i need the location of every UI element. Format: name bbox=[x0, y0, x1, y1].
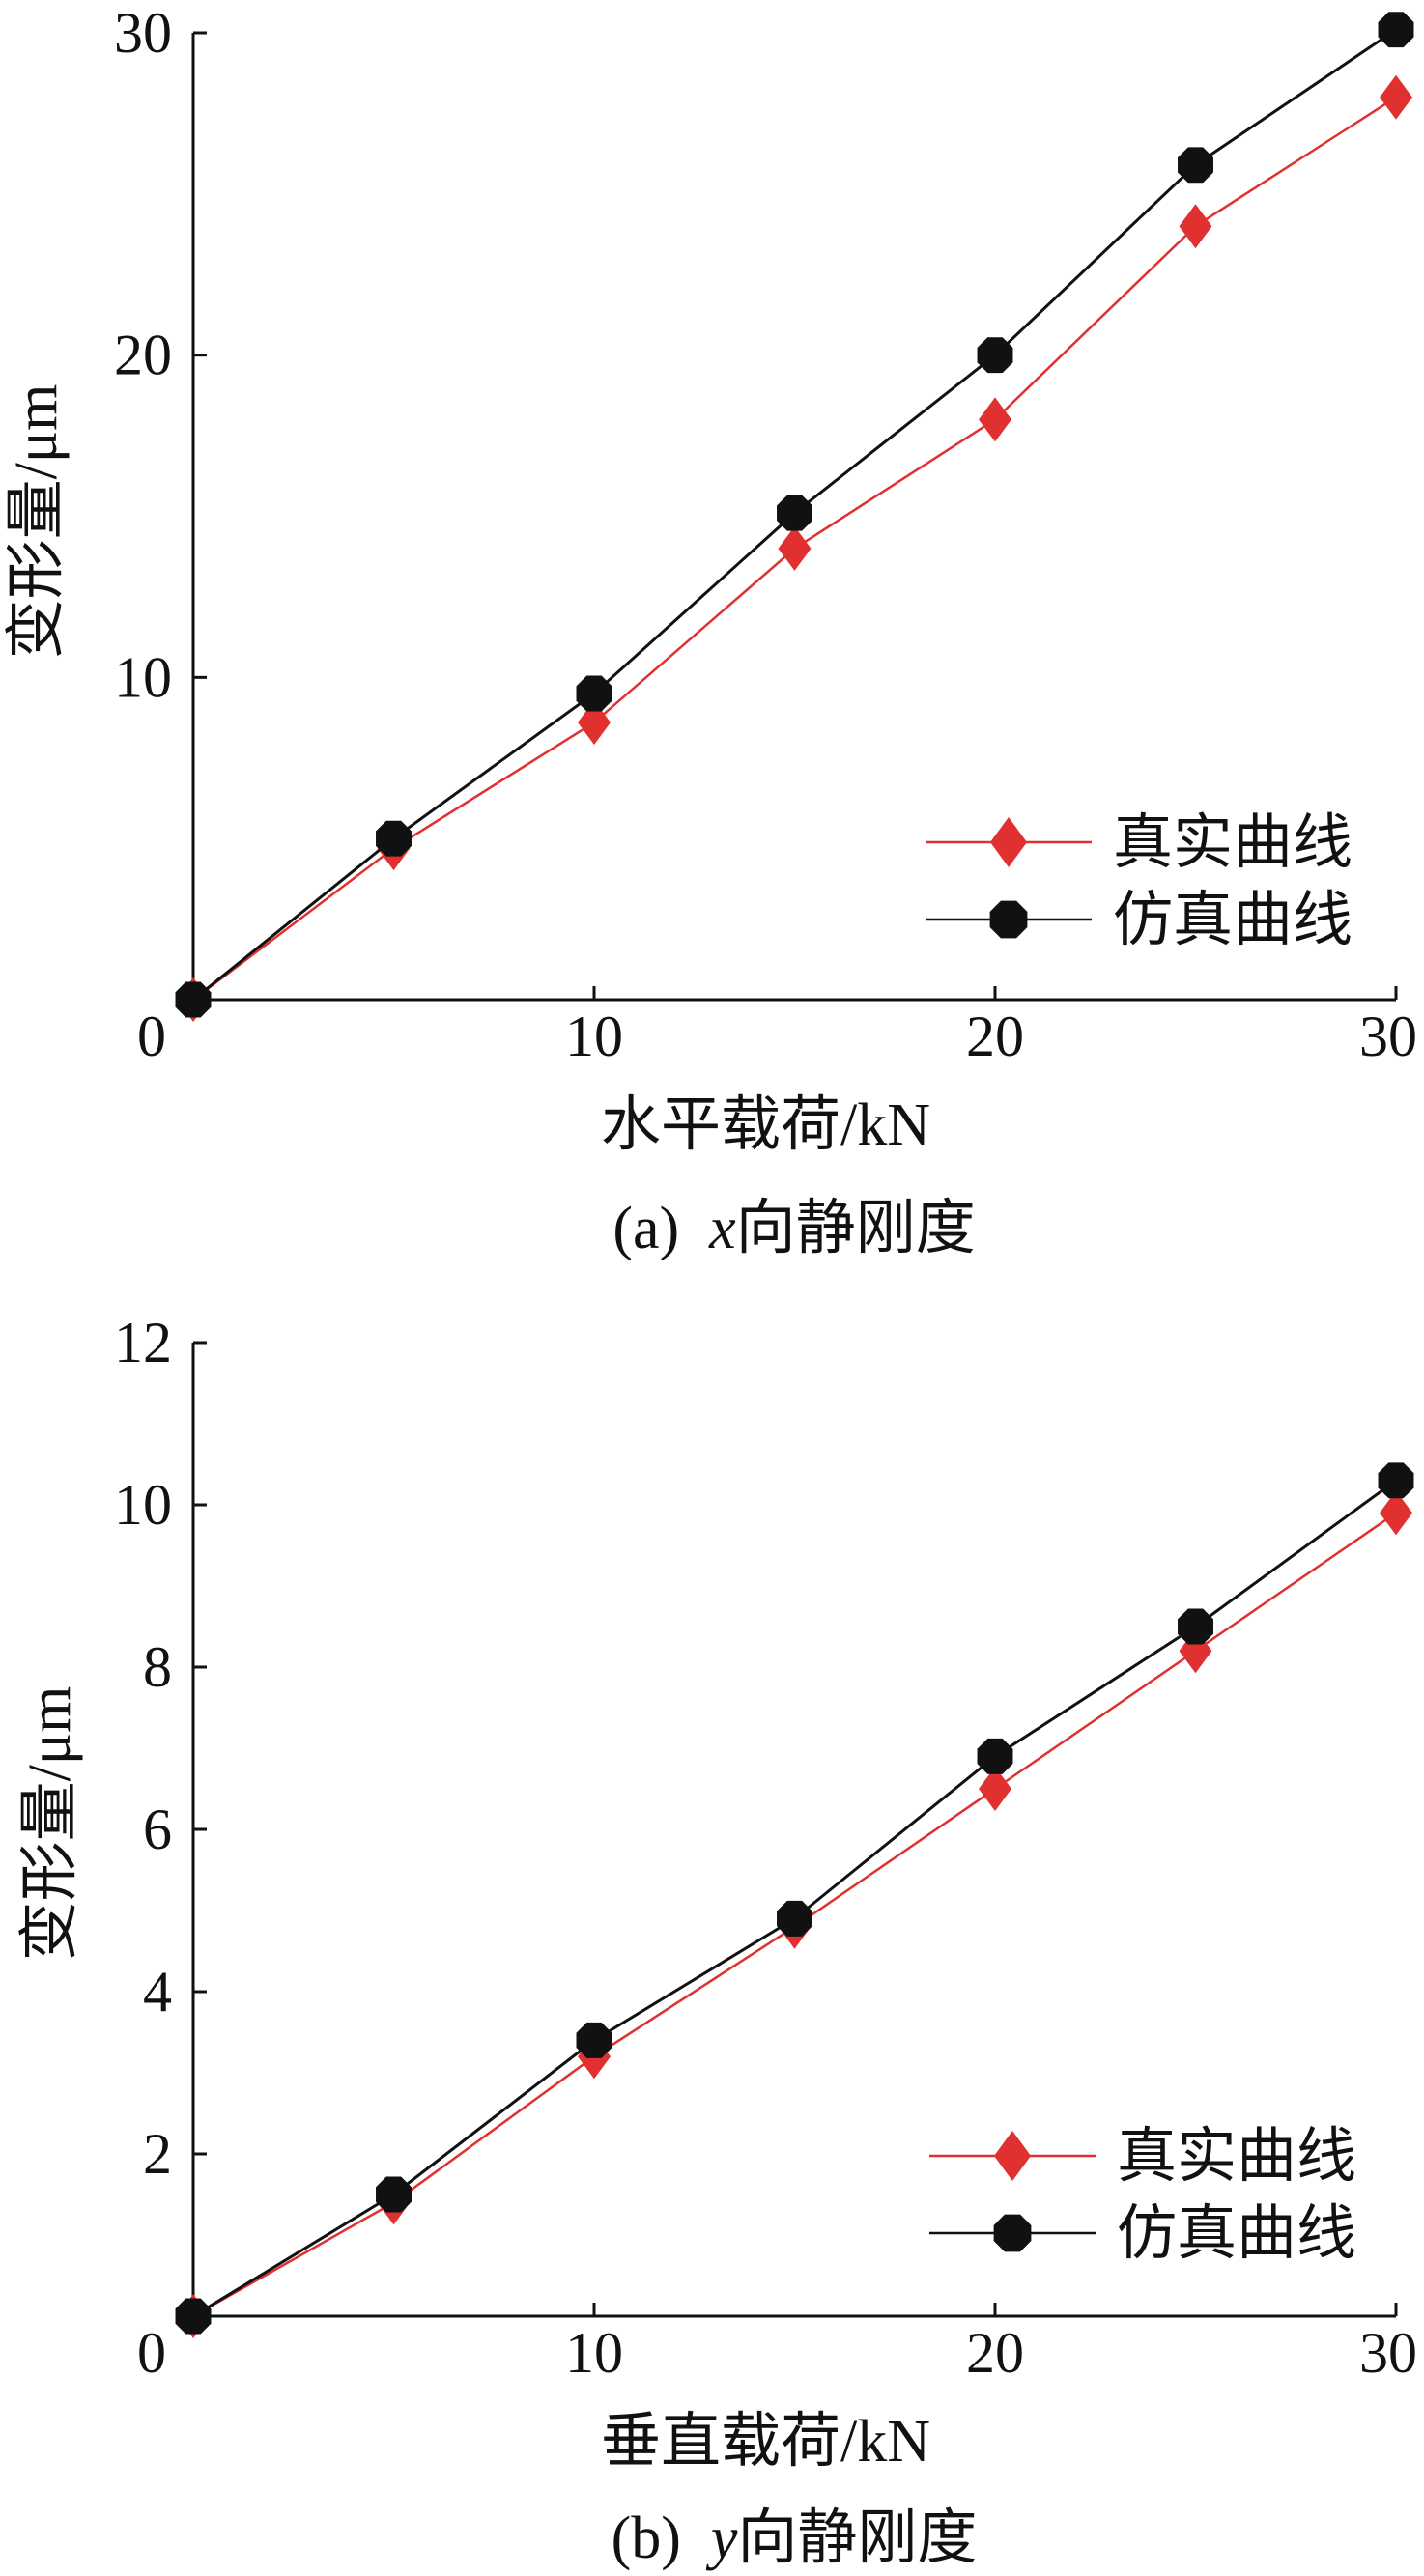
caption-space bbox=[681, 2505, 711, 2571]
caption-text: 向静刚度 bbox=[737, 2505, 977, 2571]
x-tick-label: 10 bbox=[565, 1005, 623, 1068]
y-tick-label: 10 bbox=[114, 1473, 172, 1537]
legend-label-sim: 仿真曲线 bbox=[1113, 888, 1353, 953]
legend-marker-sim bbox=[989, 900, 1028, 939]
x-tick-label: 20 bbox=[966, 2321, 1024, 2385]
y-tick-label: 2 bbox=[143, 2122, 172, 2186]
point-sim bbox=[777, 495, 812, 531]
y-tick-label: 20 bbox=[114, 324, 172, 387]
x-axis-label: 水平载荷/kN bbox=[601, 1092, 930, 1158]
point-sim bbox=[977, 1738, 1013, 1774]
caption-space bbox=[679, 1196, 709, 1261]
legend-label-real: 真实曲线 bbox=[1113, 810, 1353, 876]
y-tick-label: 6 bbox=[143, 1798, 172, 1861]
point-real bbox=[1179, 204, 1212, 249]
caption-prefix: (b) bbox=[612, 2505, 681, 2571]
x-tick-label: 10 bbox=[565, 2321, 623, 2385]
point-real bbox=[1380, 74, 1412, 120]
point-real bbox=[578, 700, 611, 746]
y-tick-label: 10 bbox=[114, 645, 172, 709]
point-real bbox=[1380, 1490, 1412, 1536]
point-sim bbox=[376, 820, 412, 857]
point-sim bbox=[977, 337, 1013, 374]
caption-variable: y bbox=[705, 2505, 738, 2571]
x-tick-label: 30 bbox=[1359, 1005, 1417, 1068]
y-tick-label: 12 bbox=[114, 1311, 172, 1374]
point-sim bbox=[1378, 12, 1414, 48]
point-sim bbox=[1378, 1462, 1414, 1499]
point-sim bbox=[576, 675, 612, 712]
point-real bbox=[979, 1767, 1011, 1811]
x-tick-label: 0 bbox=[137, 1005, 166, 1068]
caption-variable: x bbox=[708, 1196, 736, 1261]
caption: (a) x向静刚度 bbox=[612, 1196, 975, 1261]
y-tick-label: 4 bbox=[143, 1960, 172, 2024]
point-sim bbox=[376, 2176, 412, 2213]
caption: (b) y向静刚度 bbox=[612, 2505, 978, 2571]
caption-prefix: (a) bbox=[612, 1196, 679, 1261]
legend-marker-sim bbox=[993, 2214, 1032, 2252]
point-sim bbox=[777, 1900, 812, 1937]
point-sim bbox=[1178, 147, 1213, 184]
point-real bbox=[979, 397, 1011, 442]
caption-text: 向静刚度 bbox=[736, 1196, 976, 1261]
legend-marker-real bbox=[990, 817, 1027, 867]
legend-label-sim: 仿真曲线 bbox=[1117, 2201, 1356, 2267]
y-axis-label: 变形量/μm bbox=[4, 384, 70, 660]
point-real bbox=[778, 525, 812, 571]
legend-marker-real bbox=[994, 2131, 1031, 2181]
x-tick-label: 20 bbox=[966, 1005, 1024, 1068]
y-axis-label: 变形量/μm bbox=[17, 1686, 83, 1962]
series-line-sim bbox=[192, 1479, 1397, 2318]
y-tick-label: 8 bbox=[143, 1635, 172, 1699]
legend-label-real: 真实曲线 bbox=[1117, 2124, 1356, 2190]
y-tick-label: 30 bbox=[114, 1, 172, 65]
point-sim bbox=[1178, 1608, 1213, 1645]
point-sim bbox=[175, 981, 212, 1018]
point-sim bbox=[576, 2022, 612, 2058]
x-axis-label: 垂直载荷/kN bbox=[601, 2409, 930, 2475]
x-tick-label: 0 bbox=[137, 2321, 166, 2385]
x-tick-label: 30 bbox=[1359, 2321, 1417, 2385]
point-sim bbox=[175, 2298, 212, 2335]
